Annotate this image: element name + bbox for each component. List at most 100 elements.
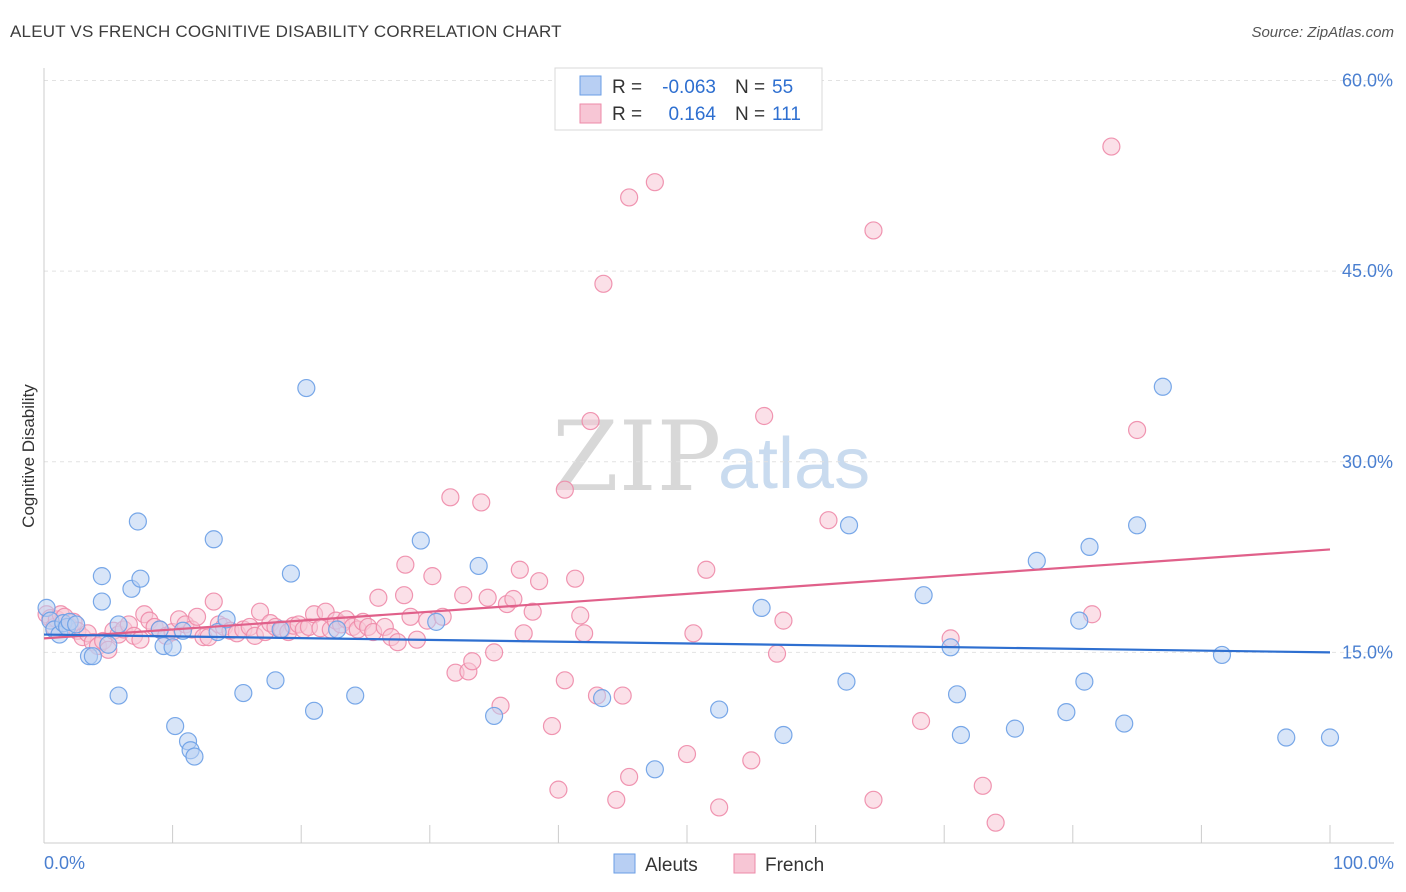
y-tick-label: 45.0%: [1342, 261, 1393, 281]
aleut-point: [163, 638, 182, 657]
series-legend: Aleuts French: [613, 853, 824, 876]
french-point: [620, 188, 639, 207]
aleut-point: [1212, 645, 1232, 665]
french-point: [819, 511, 838, 530]
french-point: [767, 644, 787, 663]
aleut-point: [1075, 672, 1094, 691]
french-point: [864, 790, 883, 809]
french-point: [566, 569, 585, 588]
french-point: [463, 652, 482, 671]
aleut-point: [593, 689, 612, 708]
french-point: [710, 798, 729, 817]
aleut-point: [204, 530, 223, 549]
aleut-point: [131, 569, 150, 588]
aleut-point: [1070, 611, 1089, 630]
french-point: [530, 572, 549, 591]
aleut-legend-swatch: [579, 75, 602, 96]
aleut-point: [297, 378, 316, 398]
french-n-label: N =: [735, 104, 765, 125]
aleut-point: [92, 592, 111, 611]
french-trend-line: [43, 548, 1331, 640]
french-point: [986, 813, 1005, 832]
french-point: [755, 406, 774, 426]
french-point: [594, 274, 613, 293]
french-point: [441, 488, 460, 507]
french-point: [187, 607, 207, 626]
french-point: [523, 602, 542, 621]
french-point: [510, 560, 529, 579]
french-point: [478, 588, 497, 607]
aleut-point: [951, 725, 971, 745]
french-point: [973, 776, 992, 795]
aleut-point: [173, 621, 192, 640]
correlation-legend: R = -0.063 N = 55 R = 0.164 N = 111: [554, 67, 823, 131]
aleut-point: [328, 620, 347, 639]
aleut-n-value: 55: [772, 77, 793, 98]
aleut-point: [304, 701, 324, 720]
aleuts-swatch: [613, 853, 636, 874]
aleut-r-label: R =: [612, 77, 642, 98]
chart-title: ALEUT VS FRENCH COGNITIVE DISABILITY COR…: [10, 22, 562, 41]
french-point: [575, 624, 594, 643]
french-point: [394, 586, 414, 605]
french-point: [613, 686, 632, 705]
aleut-point: [92, 567, 111, 586]
french-point: [571, 606, 590, 625]
french-point: [250, 602, 270, 621]
aleut-series: [37, 377, 1340, 779]
aleut-point: [1005, 719, 1025, 738]
french-point: [401, 607, 420, 626]
aleut-point: [346, 686, 365, 705]
french-point: [485, 643, 504, 662]
french-point: [388, 633, 407, 652]
aleut-point: [752, 598, 771, 617]
aleut-point: [109, 686, 128, 705]
aleut-n-label: N =: [735, 77, 765, 98]
aleut-point: [839, 516, 859, 535]
french-r-value: 0.164: [668, 104, 716, 125]
aleut-point: [914, 586, 933, 605]
french-point: [504, 589, 523, 609]
french-swatch: [733, 853, 756, 874]
aleut-point: [99, 635, 118, 654]
french-point: [204, 592, 223, 611]
aleut-point: [411, 531, 430, 550]
french-point: [369, 588, 388, 607]
y-tick-label: 60.0%: [1342, 71, 1393, 91]
french-point: [581, 411, 600, 431]
y-tick-label: 15.0%: [1342, 642, 1393, 662]
aleut-trend-line: [43, 633, 1331, 654]
aleut-point: [185, 747, 204, 766]
x-tick-label-min: 0.0%: [44, 853, 85, 873]
french-n-value: 111: [772, 104, 801, 125]
aleut-point: [837, 672, 856, 691]
aleut-point: [469, 556, 488, 576]
x-tick-label-max: 100.0%: [1333, 853, 1394, 873]
aleut-point: [427, 612, 446, 631]
french-point: [549, 780, 568, 799]
aleut-point: [1115, 714, 1134, 733]
aleut-point: [67, 615, 86, 634]
french-point: [911, 711, 931, 731]
x-axis-ticks: [172, 825, 1331, 843]
french-point: [697, 560, 716, 579]
aleut-point: [710, 700, 729, 719]
french-point: [620, 767, 639, 787]
aleut-point: [83, 647, 102, 666]
aleut-point: [1153, 377, 1172, 396]
french-point: [131, 630, 150, 649]
source-label: Source: ZipAtlas.com: [1251, 24, 1394, 41]
aleuts-legend-label: Aleuts: [645, 855, 698, 876]
aleut-point: [109, 615, 128, 634]
aleut-r-value: -0.063: [662, 77, 716, 98]
french-point: [555, 671, 574, 690]
french-point: [742, 751, 761, 770]
y-tick-label: 30.0%: [1342, 452, 1393, 472]
french-point: [472, 493, 491, 512]
aleut-point: [1057, 703, 1076, 722]
french-point: [423, 567, 442, 586]
watermark-zip: ZIP: [552, 401, 721, 513]
aleut-point: [485, 706, 504, 726]
y-tick-labels: 15.0% 30.0% 45.0% 60.0%: [1342, 71, 1393, 663]
